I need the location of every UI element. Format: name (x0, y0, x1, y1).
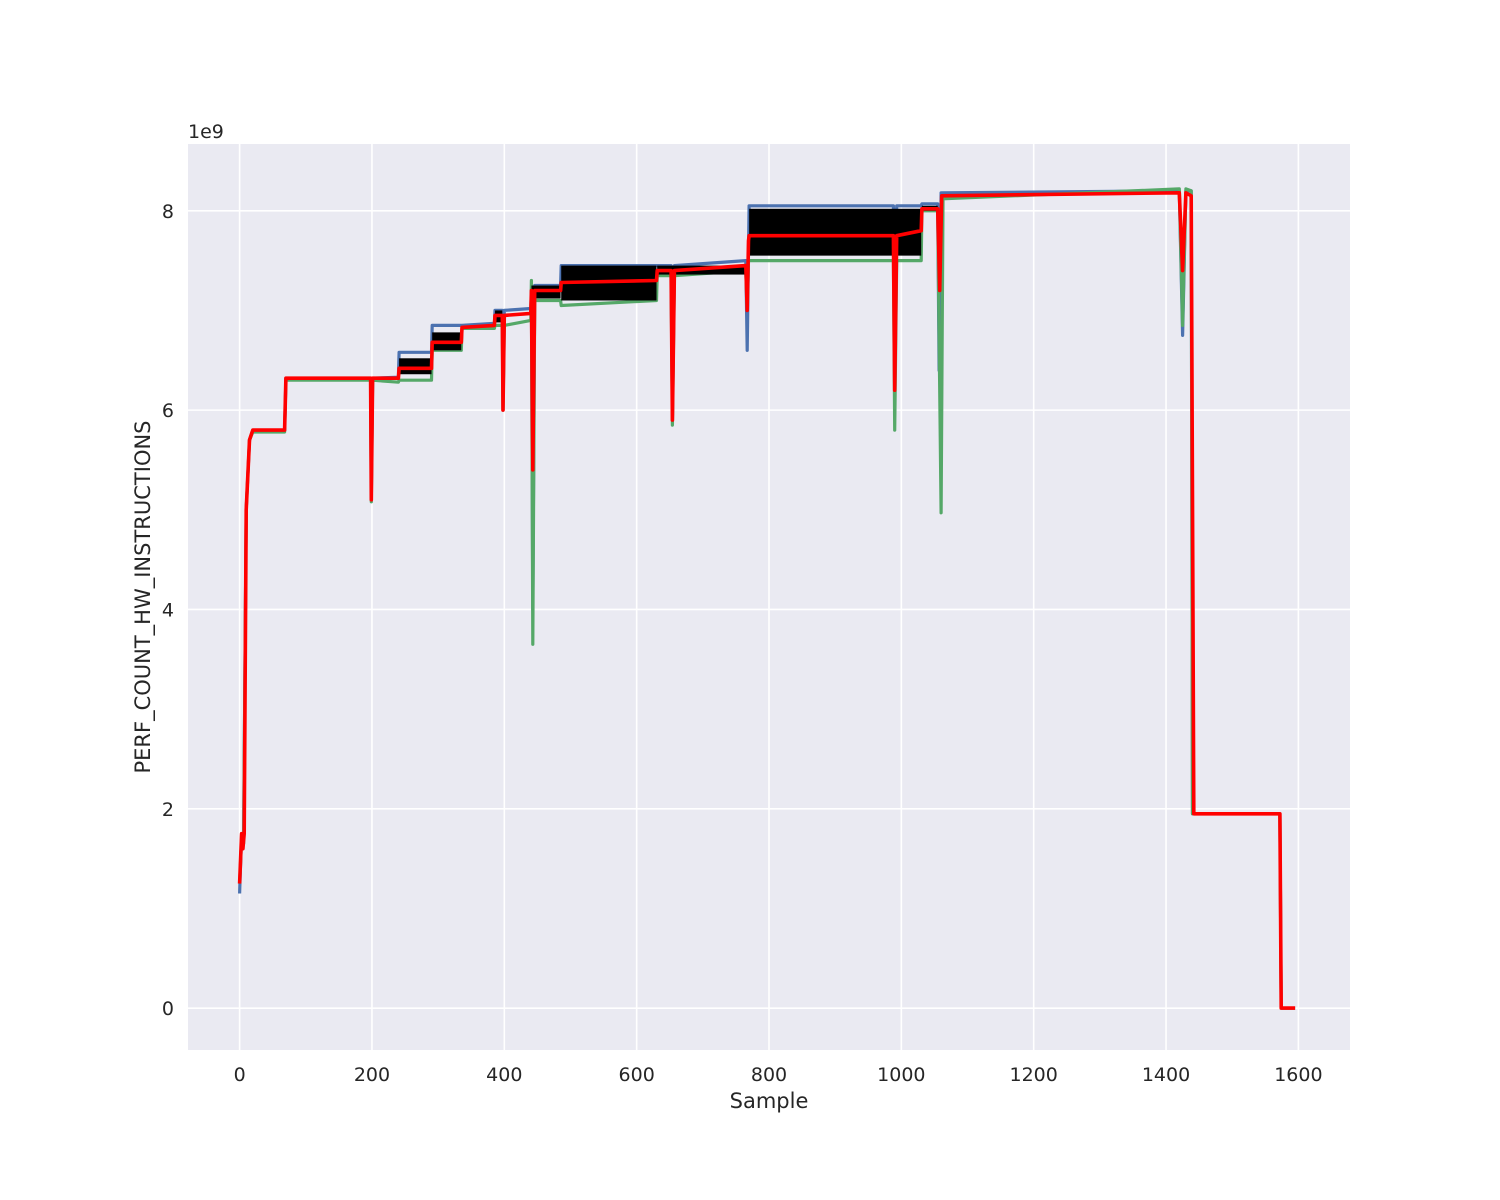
y-tick-label: 6 (162, 400, 174, 422)
x-tick-label: 0 (234, 1064, 246, 1086)
x-tick-label: 1000 (877, 1064, 925, 1086)
y-tick-label: 8 (162, 201, 174, 223)
y-axis-label: PERF_COUNT_HW_INSTRUCTIONS (131, 420, 156, 773)
series-lines (237, 187, 1296, 1010)
y-axis-offset-label: 1e9 (188, 121, 224, 143)
x-tick-label: 1400 (1142, 1064, 1190, 1086)
x-tick-label: 400 (486, 1064, 522, 1086)
x-axis-ticks: 0 200 400 600 800 1000 1200 1400 1600 (234, 1064, 1323, 1086)
y-tick-label: 4 (162, 599, 174, 621)
y-tick-label: 2 (162, 799, 174, 821)
series-line-mean (237, 191, 1296, 1010)
x-tick-label: 1200 (1010, 1064, 1058, 1086)
y-axis-ticks: 0 2 4 6 8 (162, 201, 174, 1020)
y-tick-label: 0 (162, 998, 174, 1020)
x-tick-label: 800 (751, 1064, 787, 1086)
x-tick-label: 1600 (1274, 1064, 1322, 1086)
x-axis-label: Sample (730, 1089, 809, 1113)
x-tick-label: 200 (354, 1064, 390, 1086)
x-tick-label: 600 (619, 1064, 655, 1086)
spread-band-segment (399, 358, 432, 375)
